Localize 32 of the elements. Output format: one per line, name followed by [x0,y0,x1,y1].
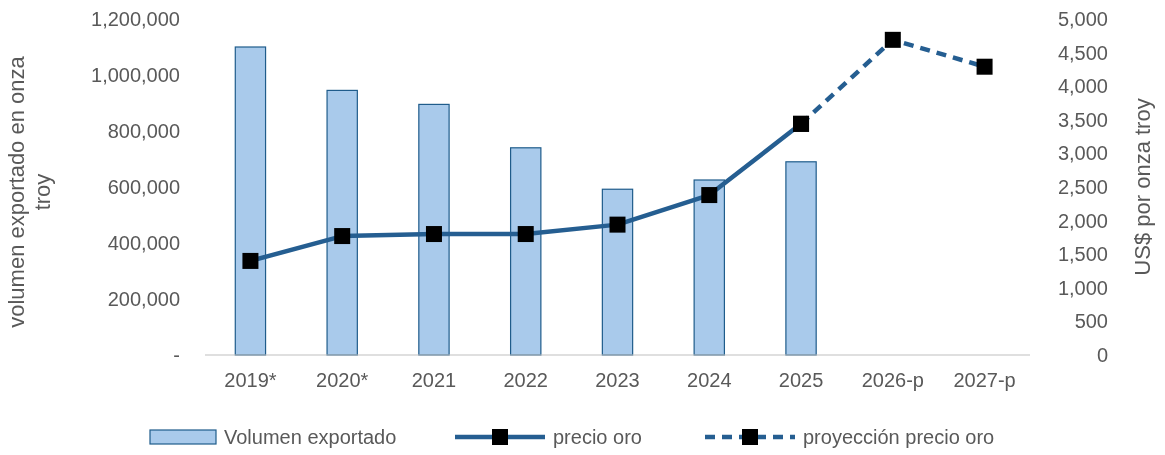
y-tick-label: 200,000 [107,288,180,310]
y-tick-label: 400,000 [107,232,180,254]
x-tick-label: 2021 [411,369,457,391]
legend-label: precio oro [553,426,642,448]
y2-tick-label: 500 [1074,310,1108,333]
legend-label: Volumen exportado [224,426,397,448]
x-tick-label: 2023 [595,369,640,391]
y2-axis-title: US$ por onza troy [1130,98,1155,276]
x-tick-label: 2027-p [953,369,1016,391]
y-axis-title: volumen exportado en onza troy [4,55,55,328]
x-tick-label: 2022 [503,369,548,391]
x-tick-label: 2024 [687,369,732,391]
y-tick-label: 1,000,000 [91,64,180,86]
x-tick-label: 2025 [778,369,824,391]
y2-tick-label: 0 [1096,344,1108,366]
x-tick-label: 2026-p [861,369,924,391]
y2-tick-label: 2,000 [1057,209,1108,232]
legend-label: proyección precio oro [803,426,995,448]
x-tick-label: 2019* [224,369,277,391]
y2-tick-label: 3,500 [1057,108,1108,131]
y2-tick-label: 5,000 [1057,8,1108,30]
y2-tick-label: 1,000 [1057,276,1108,299]
x-tick-label: 2020* [316,369,369,391]
y2-tick-label: 2,500 [1057,176,1108,198]
y2-tick-label: 4,000 [1057,75,1108,98]
y-tick-label: 1,200,000 [91,8,180,30]
y-tick-label: 600,000 [107,176,180,198]
y-tick-label: 800,000 [107,120,180,142]
y2-tick-label: 1,500 [1057,243,1108,266]
y-tick-label: - [173,344,180,366]
y2-tick-label: 3,000 [1057,142,1108,165]
y2-tick-label: 4,500 [1057,41,1108,64]
